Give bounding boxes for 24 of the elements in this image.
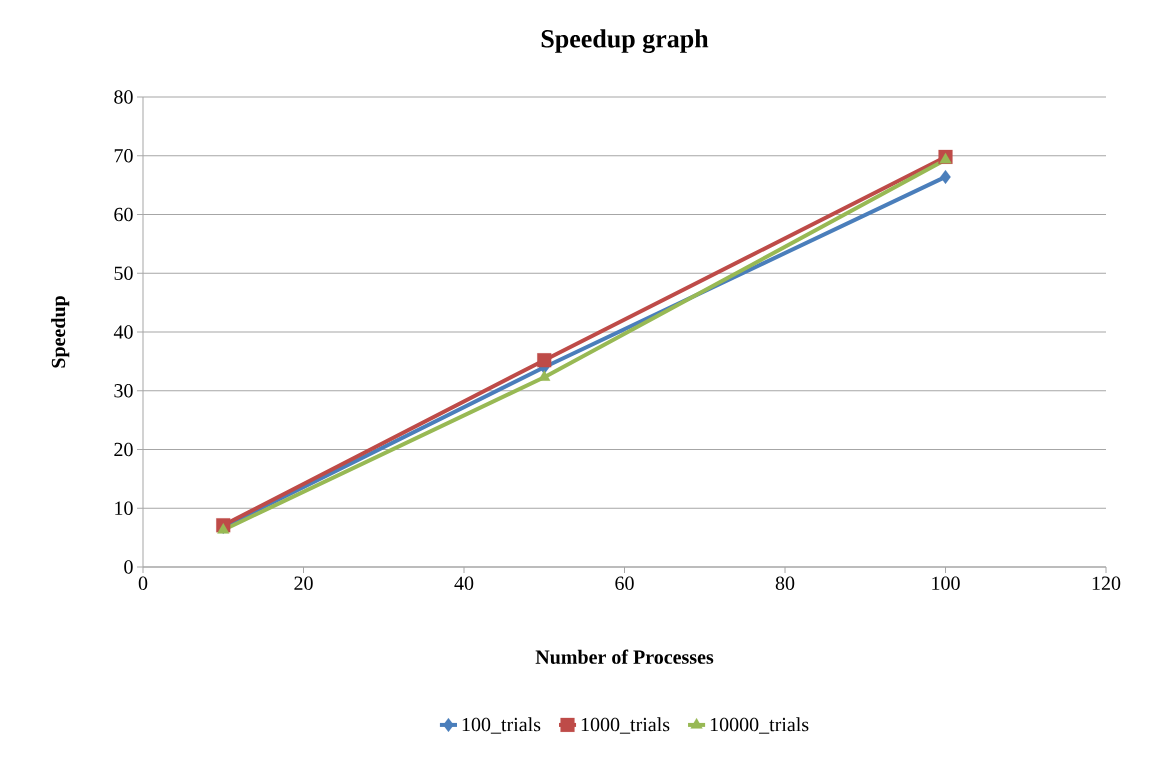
y-axis-title: Speedup [51, 296, 70, 368]
y-tick-label: 80 [114, 90, 133, 104]
legend-label: 100_trials [462, 717, 541, 734]
x-axis-title: Number of Processes [535, 649, 714, 664]
x-tick-label: 100 [932, 576, 960, 591]
x-tick-label: 60 [615, 576, 634, 591]
point [537, 353, 552, 368]
legend-label: 1000_trials [581, 717, 670, 734]
y-tick-label: 10 [115, 501, 133, 515]
point [940, 169, 951, 184]
x-tick-label: 120 [1092, 576, 1121, 591]
y-tick-label: 60 [114, 207, 133, 222]
chart-title: Speedup graph [541, 29, 709, 54]
x-tick-label: 40 [454, 576, 474, 591]
y-tick-label: 40 [113, 325, 133, 339]
legend-label: 10000_trials [710, 717, 809, 734]
y-tick-label: 30 [114, 384, 133, 398]
x-tick-label: 80 [775, 576, 795, 591]
y-tick-label: 20 [114, 442, 133, 457]
y-tick-label: 0 [124, 560, 133, 574]
y-tick-label: 70 [114, 149, 133, 163]
x-tick-label: 20 [294, 576, 313, 591]
x-tick-label: 0 [138, 576, 148, 591]
y-tick-label: 50 [114, 266, 133, 280]
